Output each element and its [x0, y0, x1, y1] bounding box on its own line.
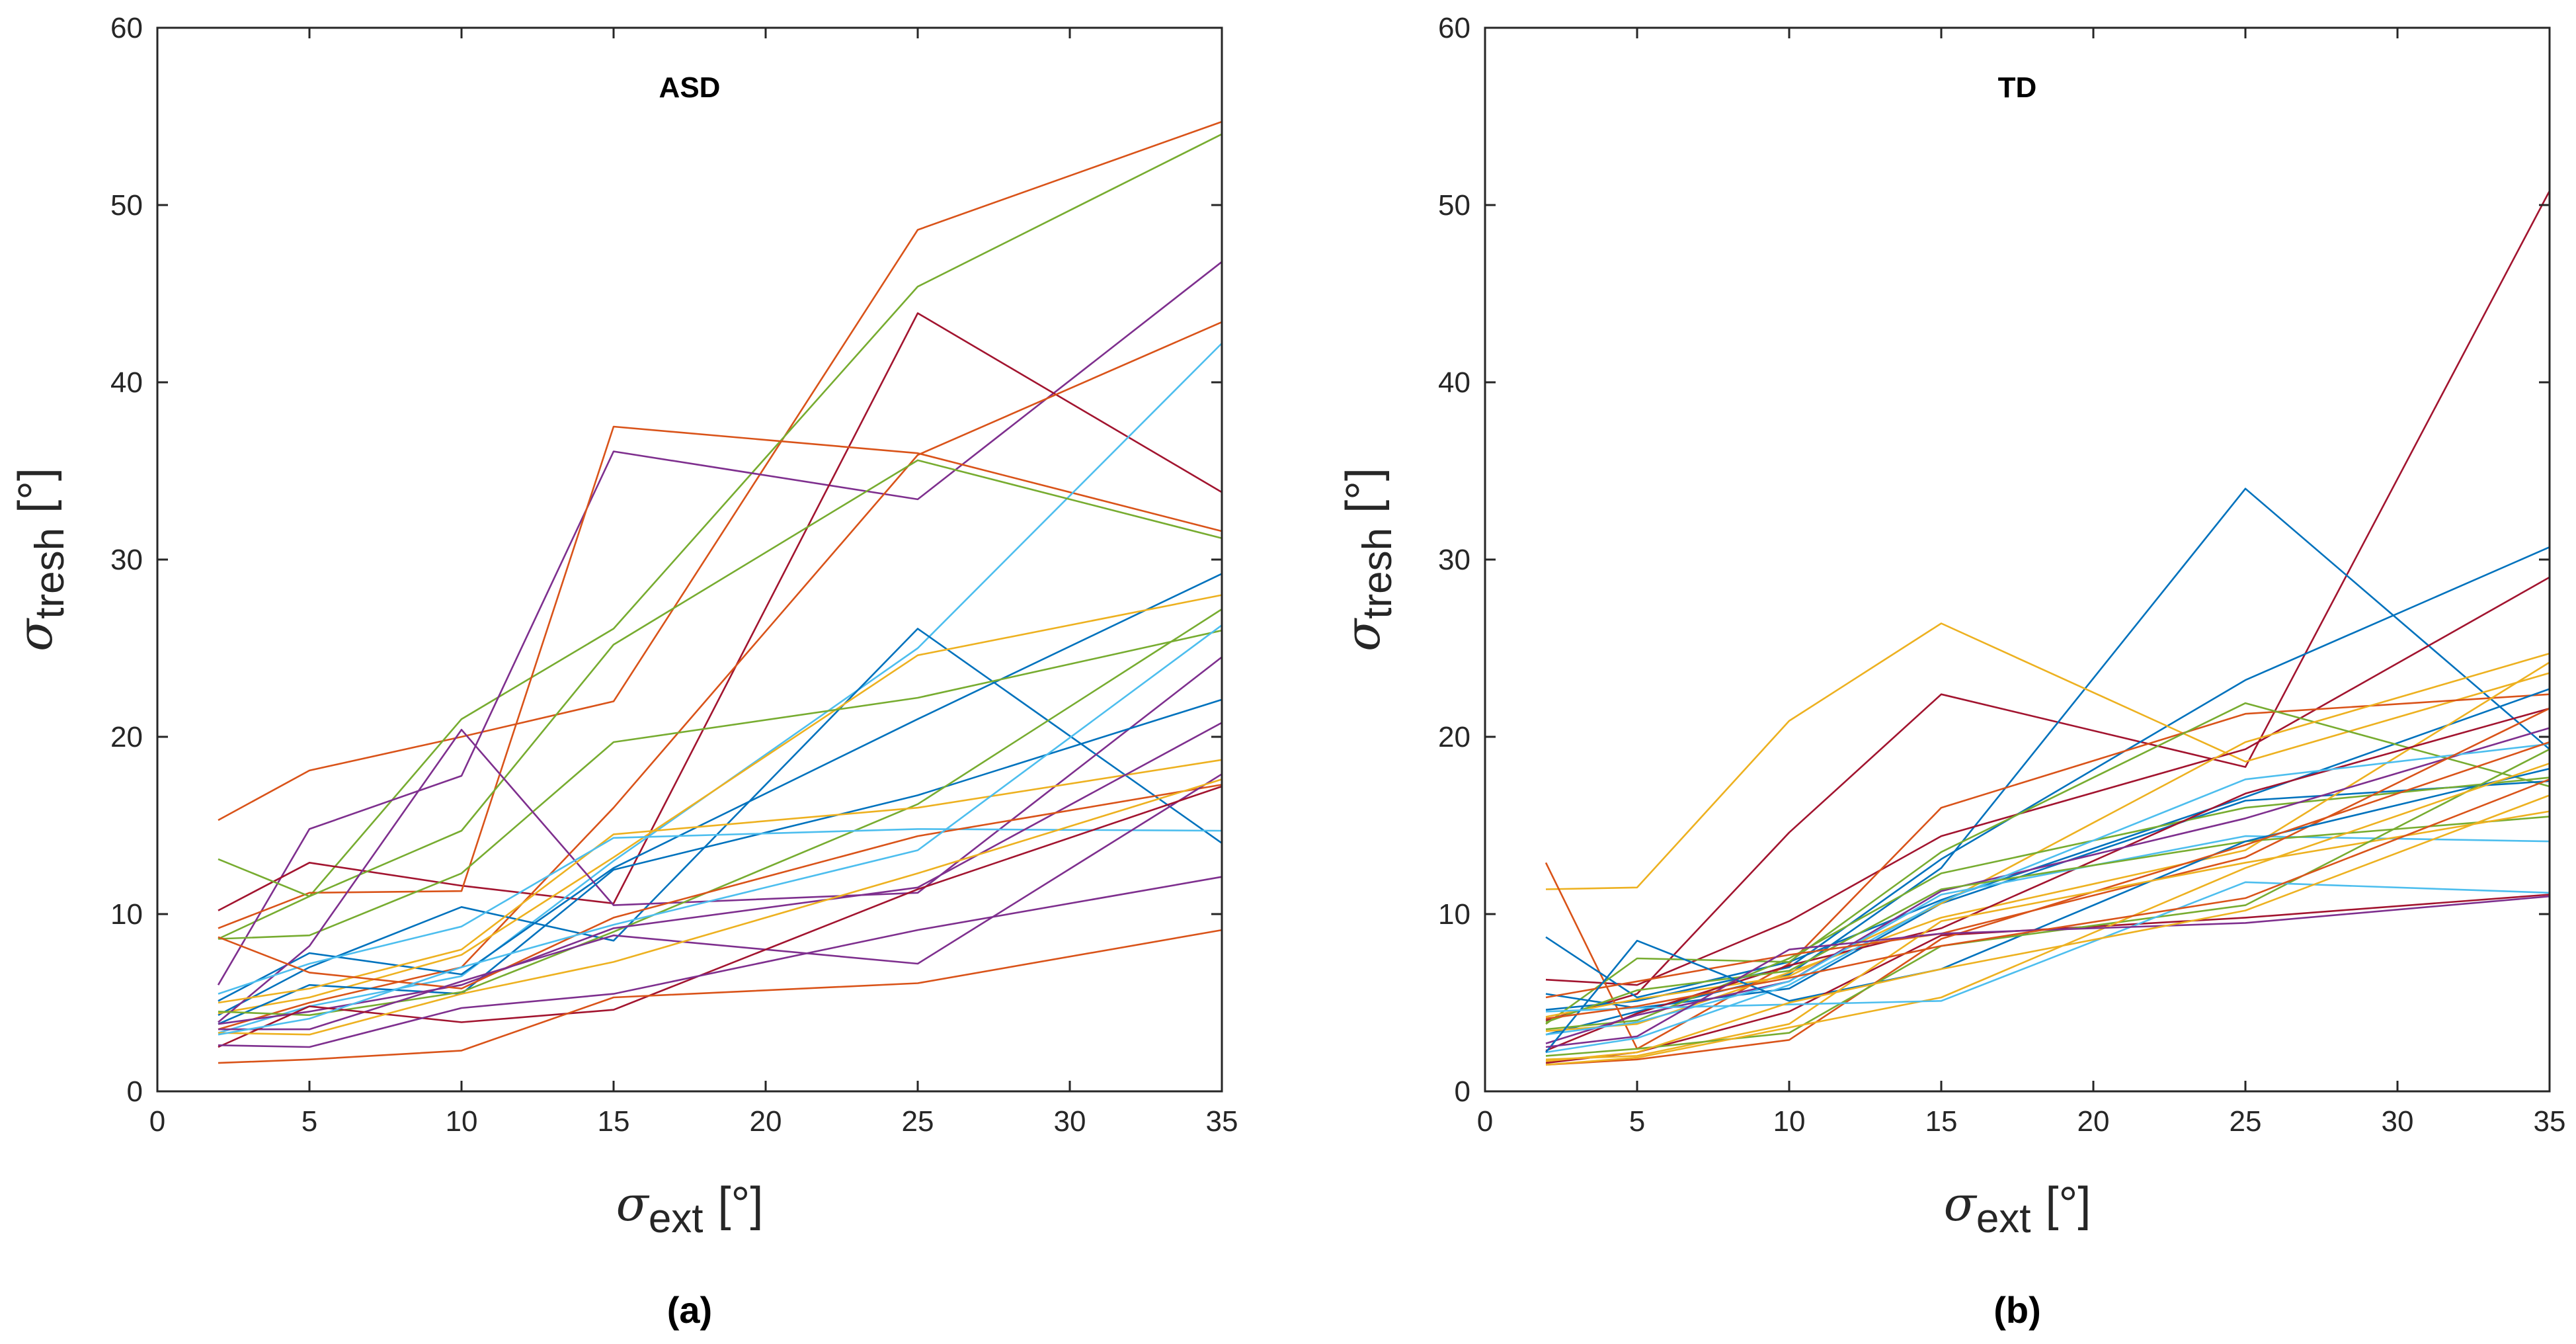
panel-a-series-line-21	[218, 785, 1223, 1048]
panel-a-series-line-23	[218, 929, 1223, 1064]
panel-b-y-tick-label: 50	[1438, 189, 1470, 222]
panel-b-y-axis-label: σtresh [°]	[1335, 468, 1400, 651]
panel-a-y-tick-label: 40	[110, 366, 143, 399]
panel-b-x-tick-label: 20	[2077, 1105, 2110, 1138]
panel-a-y-tick-label: 30	[110, 544, 143, 576]
panel-a-x-tick-label: 5	[302, 1105, 317, 1138]
panel-a-series-line-8	[218, 459, 1223, 898]
panel-b-series-line-17	[1545, 816, 2550, 1023]
panel-b-series-line-27	[1545, 794, 2550, 1062]
panel-a-series-line-17	[218, 828, 1223, 995]
panel-b-x-axis-label-unit: [°]	[2046, 1178, 2091, 1231]
panel-a-series-line-15	[218, 608, 1223, 1017]
panel-b-ticks: 0 5 10 15 20 25 30 35 0 10 20 30 40 50 60	[1438, 12, 2565, 1138]
panel-a-series-line-3	[217, 261, 1223, 986]
panel-a-x-axis-label: σext [°]	[616, 1176, 764, 1241]
panel-a-y-tick-label: 60	[110, 12, 143, 44]
panel-a-y-tick-label: 10	[110, 898, 143, 931]
panel-b-x-tick-label: 5	[1629, 1105, 1645, 1138]
panel-b-series-line-8	[1545, 702, 2550, 1025]
panel-b-series-line-1	[1545, 190, 2551, 1022]
panel-a-series-line-10	[218, 573, 1223, 1002]
panel-b-x-tick-label: 25	[2230, 1105, 2262, 1138]
panel-b-series-line-12	[1545, 661, 2550, 1032]
panel-b-x-tick-label: 35	[2534, 1105, 2566, 1138]
panel-a-series-line-20	[218, 773, 1223, 1030]
panel-a-x-axis-label-symbol: σ	[616, 1176, 650, 1232]
panel-b-series-line-22	[1545, 810, 2550, 1061]
panel-a-series-line-24	[218, 778, 1223, 1036]
panel-a-series-line-12	[218, 629, 1223, 940]
panel-a-series-line-9	[218, 628, 1223, 1016]
panel-b-y-axis-label-unit: [°]	[1337, 468, 1390, 513]
panel-b-series-line-10	[1545, 652, 2550, 1018]
panel-b-y-tick-label: 30	[1438, 544, 1470, 576]
panel-b-y-axis-label-symbol: σ	[1335, 618, 1390, 651]
panel-a-series	[217, 120, 1223, 1064]
panel-a-y-tick-label: 20	[110, 721, 143, 753]
panel-a-series-line-1	[218, 120, 1223, 821]
panel-a-title: ASD	[659, 71, 721, 104]
panel-a-x-tick-label: 35	[1206, 1105, 1238, 1138]
panel-b-title: TD	[1998, 71, 2037, 104]
panel-a-series-line-5	[218, 425, 1223, 929]
panel-a-series-line-16	[218, 759, 1223, 1004]
panel-b-y-tick-label: 10	[1438, 898, 1470, 931]
panel-b-y-tick-label: 0	[1455, 1075, 1470, 1108]
panel-a-y-axis-label-symbol: σ	[7, 618, 63, 651]
panel-b-y-tick-label: 60	[1438, 12, 1470, 44]
panel-a-series-line-11	[218, 594, 1223, 1015]
panel-a-x-tick-label: 25	[902, 1105, 934, 1138]
panel-b-caption: (b)	[1993, 1289, 2041, 1331]
panel-b-x-tick-label: 15	[1925, 1105, 1958, 1138]
panel-a-series-line-4	[218, 312, 1223, 911]
panel-a-ticks: 0 5 10 15 20 25 30 35 0 10 20 30 40 50 60	[110, 12, 1238, 1138]
panel-b-series-line-24	[1545, 762, 2550, 1066]
panel-a-y-axis-label: σtresh [°]	[7, 468, 73, 651]
panel-a-series-line-13	[218, 656, 1223, 1023]
panel-a-x-axis-label-sub: ext	[649, 1196, 704, 1241]
panel-a-series-line-19	[218, 784, 1223, 989]
panel-b-y-axis-label-sub: tresh	[1355, 528, 1400, 619]
panel-b-series-line-4	[1545, 622, 2550, 890]
panel-a-y-tick-label: 50	[110, 189, 143, 222]
panel-b-x-axis-label-symbol: σ	[1944, 1176, 1978, 1232]
panel-a-x-tick-label: 20	[750, 1105, 782, 1138]
panel-a-x-tick-label: 30	[1054, 1105, 1086, 1138]
panel-b-series	[1545, 190, 2551, 1066]
panel-a-caption: (a)	[667, 1289, 712, 1331]
panel-a-series-line-6	[218, 321, 1223, 1030]
panel-b-series-line-19	[1545, 767, 2550, 1053]
panel-b-x-tick-label: 10	[1773, 1105, 1806, 1138]
panel-b-y-tick-label: 40	[1438, 366, 1470, 399]
panel-a-y-tick-label: 0	[127, 1075, 143, 1108]
panel-b-series-line-16	[1545, 743, 2550, 1054]
panel-b-series-line-28	[1545, 778, 2550, 1020]
panel-b-x-axis-label: σext [°]	[1944, 1176, 2091, 1241]
panel-b-series-line-14	[1545, 727, 2550, 1044]
panel-a-x-tick-label: 15	[598, 1105, 630, 1138]
panel-b-x-tick-label: 30	[2382, 1105, 2414, 1138]
panel-b-y-tick-label: 20	[1438, 721, 1470, 753]
panel-a-series-line-25	[218, 624, 1223, 1036]
panel-b-series-line-18	[1545, 707, 2550, 999]
panel-a-y-axis-label-unit: [°]	[9, 468, 62, 513]
panel-b-series-line-2	[1545, 487, 2550, 1036]
panel-a-series-line-2	[218, 133, 1223, 940]
panel-b-x-tick-label: 0	[1477, 1105, 1493, 1138]
panel-a-series-line-22	[218, 876, 1223, 1048]
panel-a-y-axis-label-sub: tresh	[27, 528, 73, 619]
panel-a-series-line-7	[218, 343, 1223, 1034]
panel-a-x-axis-label-unit: [°]	[718, 1178, 764, 1231]
panel-a-x-tick-label: 0	[149, 1105, 165, 1138]
panel-b-x-axis-label-sub: ext	[1976, 1196, 2031, 1241]
panel-a-x-tick-label: 10	[446, 1105, 478, 1138]
panel-b-series-line-26	[1545, 895, 2550, 1048]
panel-b-series-line-6	[1545, 693, 2550, 1050]
